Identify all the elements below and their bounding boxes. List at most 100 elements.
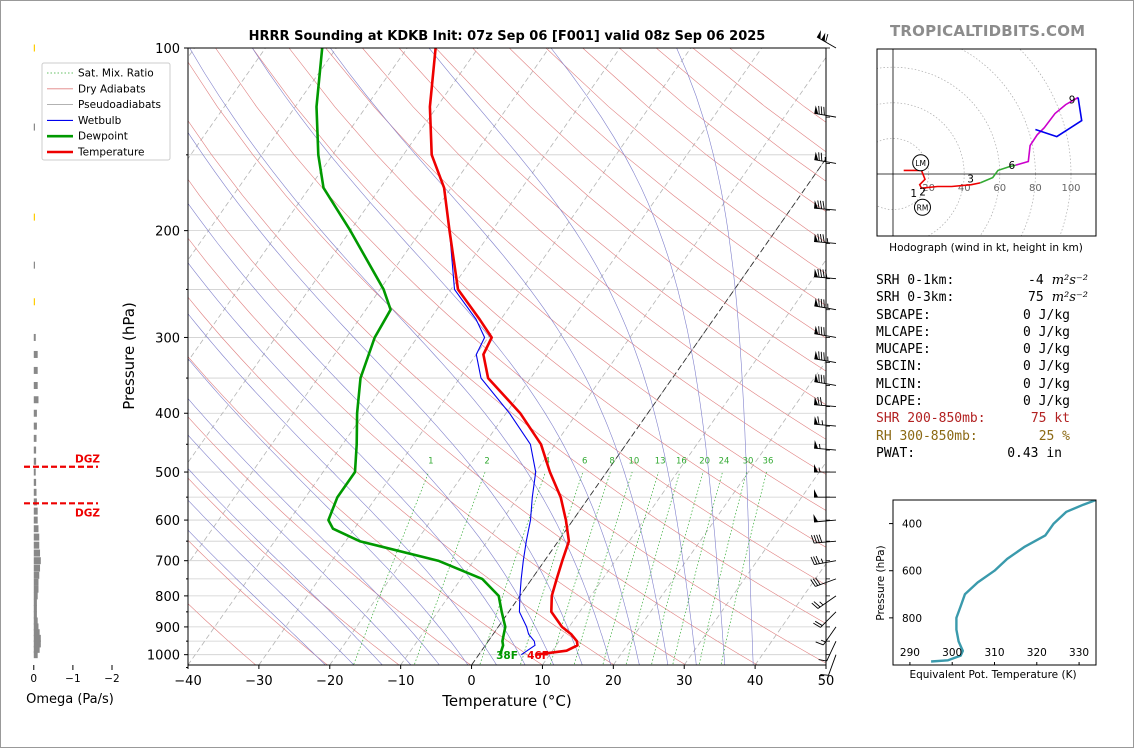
mixing-ratio-label: 6 xyxy=(582,457,587,467)
mixing-ratio-line xyxy=(720,471,767,665)
x-tick-label: 0 xyxy=(467,674,475,689)
wind-barb xyxy=(810,577,837,587)
omega-panel: 0 −1 −2 DGZ DGZ xyxy=(24,44,120,685)
hodograph-ring-label: 60 xyxy=(993,183,1006,194)
moist-adiabat-line xyxy=(676,48,754,665)
dry-adiabat-line xyxy=(288,48,826,511)
x-tick-label: −30 xyxy=(245,674,272,689)
wind-barb xyxy=(814,350,837,364)
dewpoint-line xyxy=(315,48,507,656)
theta-e-frame xyxy=(892,499,1097,666)
omega-bar xyxy=(33,434,37,442)
omega-bar xyxy=(33,516,38,524)
x-tick-label: −10 xyxy=(387,674,414,689)
theta-x-tick-label: 290 xyxy=(900,647,920,659)
stat-label: DCAPE: xyxy=(876,394,923,410)
omega-bar xyxy=(33,468,36,476)
chart-title: HRRR Sounding at KDKB Init: 07z Sep 06 [… xyxy=(249,29,766,44)
surface-temperature-label: 46F xyxy=(527,650,549,662)
surface-dewpoint-label: 38F xyxy=(496,650,518,662)
y-tick-label: 900 xyxy=(155,621,180,636)
omega-bar xyxy=(33,123,35,131)
omega-bar xyxy=(33,396,39,404)
wind-barb xyxy=(810,555,837,565)
mixing-ratio-label: 1 xyxy=(428,457,433,467)
dry-adiabat-line xyxy=(472,48,826,339)
hodograph-trace: 1 2 3 6 9 LM RM xyxy=(903,94,1083,216)
theta-y-tick-label: 800 xyxy=(902,613,922,625)
moist-adiabat-line xyxy=(188,358,469,665)
theta-y-tick-label: 600 xyxy=(902,566,922,578)
dry-adiabat-line xyxy=(188,477,400,665)
moist-adiabat-line xyxy=(188,398,440,665)
moist-adiabat-line xyxy=(189,48,612,665)
theta-e-y-axis-label: Pressure (hPa) xyxy=(875,545,887,620)
hodograph-ring-label: 20 xyxy=(922,183,935,194)
hodograph-ring-label: 100 xyxy=(1061,183,1080,194)
wind-barb xyxy=(814,268,837,280)
moist-adiabat-line xyxy=(550,48,726,665)
stat-value: 0 J/kg xyxy=(1023,342,1070,358)
omega-bar xyxy=(33,488,37,496)
stat-value: 0 J/kg xyxy=(1023,394,1070,410)
hodograph-segment xyxy=(1015,96,1079,166)
mixing-ratio-label: 8 xyxy=(609,457,614,467)
dry-adiabat-line xyxy=(215,48,826,586)
stat-label: SRH 0-3km: xyxy=(876,290,955,306)
omega-bar xyxy=(33,623,39,631)
hodograph-ring-label: 40 xyxy=(958,183,971,194)
omega-bar xyxy=(33,381,38,389)
omega-bar xyxy=(33,611,37,619)
stat-row: SRH 0-1km: -4 m²s⁻² xyxy=(876,272,1096,289)
moist-adiabat-line xyxy=(188,529,326,665)
mixing-ratio-label: 20 xyxy=(699,457,710,467)
stat-unit: m²s⁻² xyxy=(1051,290,1088,306)
x-tick-label: 30 xyxy=(676,674,693,689)
wind-barb xyxy=(813,514,837,523)
stat-row: MLCAPE: 0 J/kg xyxy=(876,324,1096,341)
omega-bar xyxy=(33,645,40,653)
isotherm-line xyxy=(471,157,826,665)
omega-bar xyxy=(33,617,38,625)
wind-barb xyxy=(818,640,837,662)
dry-adiabat-line xyxy=(435,48,826,372)
moist-adiabat-line xyxy=(188,131,583,665)
moist-adiabat-line xyxy=(252,48,640,665)
isotherm-line xyxy=(188,48,408,362)
sounding-parameters: SRH 0-1km: -4 m²s⁻² SRH 0-3km: 75 m²s⁻² SBCAPE… xyxy=(876,272,1096,462)
wind-barb xyxy=(814,151,837,164)
wind-barb xyxy=(811,595,837,609)
dgz-label: DGZ xyxy=(75,454,100,466)
omega-bar xyxy=(33,651,38,659)
wind-barbs xyxy=(810,30,837,676)
omega-bar xyxy=(33,507,38,515)
mixing-ratio-line xyxy=(698,471,747,665)
omega-bar xyxy=(33,409,37,417)
dry-adiabat-line xyxy=(362,48,826,440)
legend-label: Sat. Mix. Ratio xyxy=(78,68,154,80)
stat-label: RH 300-850mb: xyxy=(876,428,978,444)
stat-value: 0 J/kg xyxy=(1023,376,1070,392)
stat-value: 0.43 in xyxy=(1007,445,1062,461)
dry-adiabat-line xyxy=(509,48,826,306)
wind-barb xyxy=(815,626,837,646)
omega-bar xyxy=(33,564,41,572)
y-tick-label: 600 xyxy=(155,514,180,529)
isotherm-line xyxy=(542,259,826,665)
x-tick-label: 50 xyxy=(818,674,835,689)
mixing-ratio-line xyxy=(549,471,611,665)
omega-x-tick-label: −1 xyxy=(65,673,80,685)
wind-barb xyxy=(814,373,837,386)
skewt-y-axis-label: Pressure (hPa) xyxy=(120,302,138,410)
dry-adiabat-line xyxy=(188,61,826,624)
theta-e-line xyxy=(931,500,1096,663)
x-tick-label: 20 xyxy=(605,674,622,689)
wind-barb xyxy=(814,325,837,338)
moist-adiabat-line xyxy=(188,313,497,665)
isotherm-line xyxy=(188,48,550,565)
mixing-ratio-label: 2 xyxy=(484,457,489,467)
dry-adiabat-line xyxy=(188,237,687,665)
mixing-ratio-line xyxy=(625,471,681,665)
y-tick-label: 700 xyxy=(155,555,180,570)
